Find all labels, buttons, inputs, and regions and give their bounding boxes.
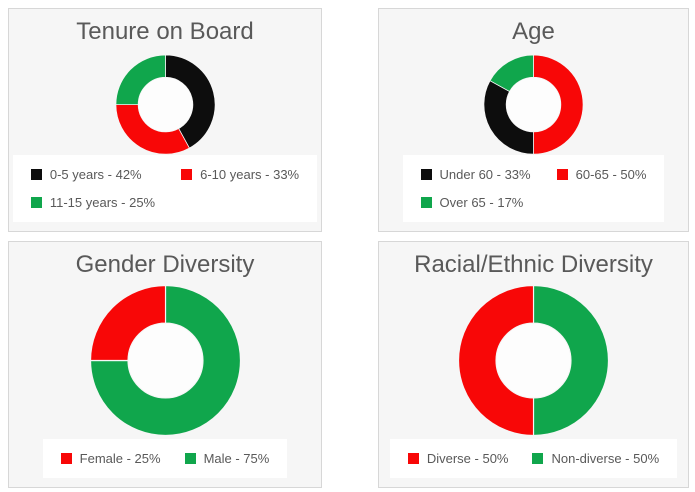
legend-swatch-black: [30, 169, 42, 180]
legend-label: Non-diverse - 50%: [551, 451, 660, 466]
chart-legend: Diverse - 50% Non-diverse - 50%: [389, 439, 678, 478]
legend-swatch-green: [532, 453, 544, 464]
chart-panel-gender: Gender Diversity Female - 25% Male - 75%: [8, 241, 322, 488]
chart-legend: 0-5 years - 42% 6-10 years - 33% 11-15 yea…: [12, 155, 318, 222]
legend-item-male: Male - 75%: [184, 451, 270, 466]
donut-hole: [505, 76, 562, 133]
legend-swatch-red: [407, 453, 419, 464]
legend-label: Under 60 - 33%: [439, 167, 531, 182]
tenure-donut-chart: [115, 54, 215, 155]
legend-swatch-red: [556, 169, 568, 180]
legend-item-non-diverse: Non-diverse - 50%: [532, 451, 659, 466]
legend-swatch-red: [60, 453, 72, 464]
legend-item-over-65: Over 65 - 17%: [420, 195, 524, 210]
donut-hole: [495, 322, 572, 399]
legend-swatch-green: [30, 197, 42, 208]
chart-title: Racial/Ethnic Diversity: [414, 251, 653, 278]
legend-item-diverse: Diverse - 50%: [407, 451, 509, 466]
legend-swatch-black: [420, 169, 432, 180]
legend-item-0-5-years: 0-5 years - 42%: [30, 167, 142, 182]
racial-donut-chart: [458, 284, 609, 436]
donut-slice-female: [89, 284, 166, 361]
chart-legend: Female - 25% Male - 75%: [42, 439, 288, 478]
legend-label: Diverse - 50%: [426, 451, 509, 466]
donut-slice-male: [89, 284, 241, 436]
legend-label: Female - 25%: [79, 451, 161, 466]
chart-legend: Under 60 - 33% 60-65 - 50% Over 65 - 17%: [402, 155, 665, 222]
donut-hole: [137, 76, 193, 133]
legend-item-60-65: 60-65 - 50%: [556, 167, 647, 182]
legend-item-under-60: Under 60 - 33%: [420, 167, 531, 182]
chart-panel-racial: Racial/Ethnic Diversity Diverse - 50% Non…: [378, 241, 689, 488]
legend-item-female: Female - 25%: [60, 451, 161, 466]
donut-slice-diverse: [458, 284, 535, 436]
legend-label: 60-65 - 50%: [575, 167, 647, 182]
donut-slice-0-5-years: [164, 54, 215, 149]
age-donut-chart: [483, 54, 584, 155]
chart-panel-age: Age Under 60 - 33% 60-65 - 50% Over 65 - 1…: [378, 8, 689, 232]
donut-slice-11-15-years: [115, 54, 166, 105]
donut-slice-over-65: [489, 54, 534, 92]
legend-swatch-green: [184, 453, 196, 464]
chart-title: Tenure on Board: [76, 18, 254, 45]
legend-label: Over 65 - 17%: [439, 195, 524, 210]
legend-label: 11-15 years - 25%: [49, 195, 156, 210]
gender-donut-chart: [89, 284, 241, 436]
chart-title: Gender Diversity: [75, 251, 255, 278]
donut-slice-non-diverse: [532, 284, 609, 436]
legend-swatch-red: [181, 169, 193, 180]
legend-item-11-15-years: 11-15 years - 25%: [30, 195, 156, 210]
legend-item-6-10-years: 6-10 years - 33%: [181, 167, 299, 182]
chart-panel-tenure: Tenure on Board 0-5 years - 42% 6-10 year…: [8, 8, 322, 232]
legend-label: 6-10 years - 33%: [200, 167, 300, 182]
legend-label: 0-5 years - 42%: [49, 167, 142, 182]
legend-swatch-green: [420, 197, 432, 208]
donut-hole: [126, 322, 204, 399]
donut-slice-60-65: [533, 54, 584, 155]
chart-title: Age: [512, 18, 555, 45]
legend-label: Male - 75%: [203, 451, 270, 466]
